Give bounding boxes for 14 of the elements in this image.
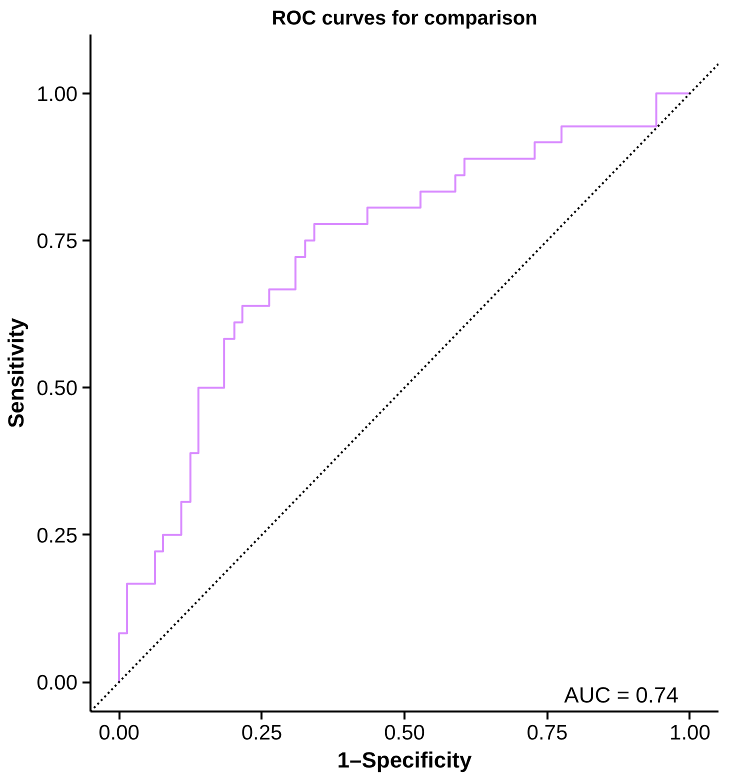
- x-tick-label: 0.25: [241, 722, 282, 744]
- annotation: AUC = 0.74: [564, 682, 679, 708]
- x-tick-label: 1.00: [670, 722, 710, 744]
- y-tick-label: 0.25: [36, 524, 78, 548]
- y-tick-label: 0.75: [36, 230, 78, 254]
- y-tick-label: 0.00: [36, 672, 78, 695]
- x-tick-label: 0.00: [98, 722, 140, 744]
- y-tick-label: 0.50: [36, 377, 78, 400]
- y-axis-title: Sensitivity: [4, 317, 29, 428]
- chart-title: ROC curves for comparison: [272, 8, 538, 30]
- y-tick-label: 1.00: [36, 82, 78, 106]
- x-tick-label: 0.75: [526, 722, 568, 744]
- x-tick-label: 0.50: [384, 722, 425, 744]
- x-axis-title: 1–Specificity: [337, 748, 473, 772]
